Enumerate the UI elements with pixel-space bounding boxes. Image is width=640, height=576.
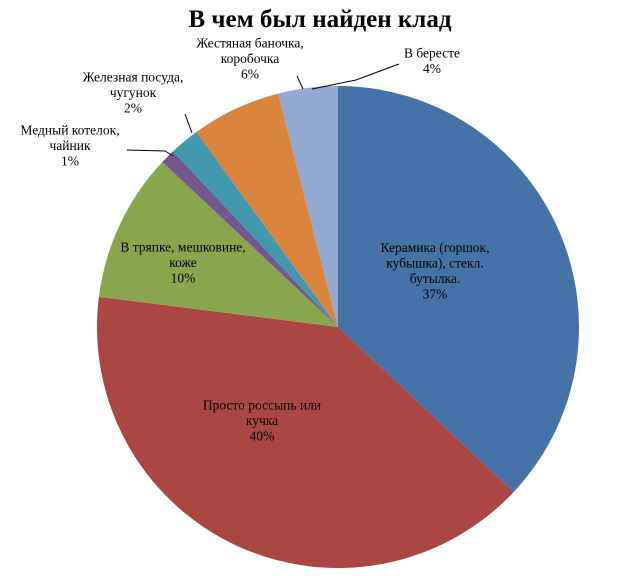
slice-percent: 4% [423, 61, 441, 76]
pie-slices [97, 86, 580, 569]
pie-slice-6 [196, 93, 338, 327]
pie-slice-7 [278, 86, 338, 327]
slice-label-line: Жестяная баночка, [196, 36, 303, 51]
slice-label-6: Жестяная баночка, коробочка 6% [196, 36, 303, 82]
slice-percent: 10% [171, 271, 196, 286]
leader-line-7 [311, 63, 400, 90]
slice-label-line: чугунок [110, 85, 157, 100]
chart-title: В чем был найден клад [188, 6, 452, 33]
slice-percent: 1% [61, 154, 79, 169]
slice-label-line: кучка [246, 413, 278, 428]
slice-label-line: В бересте [404, 45, 460, 60]
slice-label-2: Просто россыпь или кучка 40% [203, 398, 321, 444]
slice-percent: 6% [241, 67, 259, 82]
slice-percent: 2% [124, 101, 142, 116]
pie-slice-5 [173, 132, 338, 327]
slice-percent: 37% [423, 286, 448, 301]
pie-slice-4 [162, 151, 338, 327]
slice-label-5: Железная посуда, чугунок 2% [83, 70, 184, 116]
pie-slice-3 [98, 162, 338, 327]
leader-line-4 [126, 149, 174, 157]
slice-label-line: бутылка. [410, 271, 461, 286]
pie-slice-2 [97, 296, 514, 569]
leader-line-5 [184, 113, 193, 134]
slice-percent: 40% [250, 429, 275, 444]
slice-label-line: Медный котелок, [20, 123, 119, 138]
slice-label-line: чайник [49, 138, 90, 153]
slice-label-line: коробочка [221, 51, 280, 66]
slice-label-7: В бересте 4% [404, 45, 460, 76]
slice-label-line: В тряпке, мешковине, [120, 240, 245, 255]
slice-label-line: Железная посуда, [83, 70, 184, 85]
slice-label-1: Керамика (горшок, кубышка), стекл. бутылка… [381, 240, 490, 302]
pie-slice-1 [338, 86, 580, 492]
slice-label-line: кубышка), стекл. [386, 255, 483, 270]
slice-label-line: Просто россыпь или [203, 398, 321, 413]
leader-line-6 [296, 75, 304, 90]
slice-label-line: Керамика (горшок, [381, 240, 490, 255]
slice-label-4: Медный котелок, чайник 1% [20, 123, 119, 169]
slice-label-3: В тряпке, мешковине, коже 10% [120, 240, 245, 286]
slice-label-line: коже [169, 255, 196, 270]
pie-labels: Керамика (горшок, кубышка), стекл. бутылка… [20, 36, 489, 444]
